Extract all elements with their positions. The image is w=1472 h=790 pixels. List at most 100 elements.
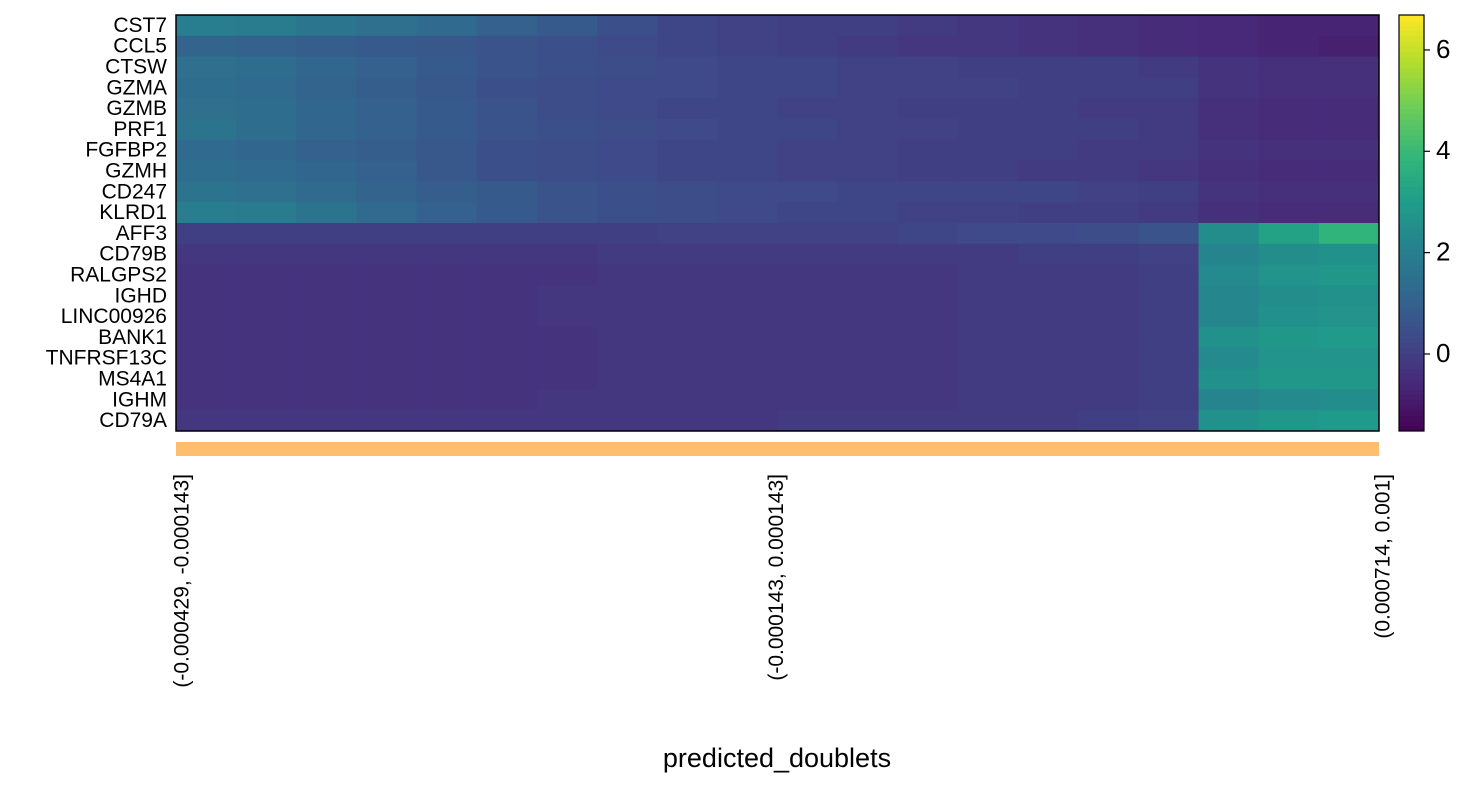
- heatmap-cell: [597, 139, 658, 162]
- heatmap-cell: [296, 389, 357, 411]
- colorbar-segment: [1399, 337, 1424, 344]
- heatmap-cell: [1198, 15, 1260, 37]
- heatmap-cell: [296, 15, 357, 37]
- y-tick-label: GZMB: [106, 97, 167, 120]
- heatmap-cell: [536, 202, 598, 224]
- colorbar-segment: [1399, 410, 1424, 416]
- heatmap-cell: [1018, 410, 1079, 432]
- heatmap-cell: [717, 181, 778, 203]
- heatmap-cell: [1018, 160, 1079, 182]
- heatmap-cell: [1078, 264, 1139, 286]
- plot-frame: [175, 14, 1380, 432]
- heatmap-cell: [837, 327, 899, 349]
- heatmap-cell: [597, 223, 658, 245]
- heatmap-cell: [777, 181, 839, 203]
- colorbar-segment: [1399, 51, 1424, 58]
- heatmap-cell: [1078, 119, 1139, 141]
- heatmap-cell: [1198, 56, 1260, 78]
- colorbar-segment: [1399, 327, 1424, 333]
- heatmap-cell: [1258, 160, 1320, 182]
- colorbar-segment: [1399, 384, 1424, 390]
- heatmap-cell: [657, 327, 718, 349]
- colorbar-segment: [1399, 363, 1424, 370]
- heatmap-cell: [597, 181, 658, 203]
- heatmap-cell: [897, 368, 959, 390]
- heatmap-cell: [1258, 223, 1320, 245]
- heatmap-cell: [1138, 223, 1200, 245]
- heatmap-cell: [536, 98, 598, 120]
- heatmap-cell: [597, 15, 658, 37]
- heatmap-cell: [837, 181, 899, 203]
- heatmap-cell: [416, 327, 478, 349]
- heatmap-cell: [236, 181, 297, 203]
- heatmap-cell: [717, 410, 778, 432]
- heatmap-cell: [356, 389, 418, 411]
- heatmap-cell: [1018, 202, 1079, 224]
- heatmap-cell: [957, 56, 1019, 78]
- heatmap-cell: [597, 347, 658, 370]
- heatmap-cell: [296, 264, 357, 286]
- heatmap-cell: [897, 223, 959, 245]
- heatmap-cell: [897, 160, 959, 182]
- heatmap-cell: [416, 264, 478, 286]
- heatmap-cell: [536, 35, 598, 58]
- heatmap-cell: [296, 327, 357, 349]
- heatmap-cell: [897, 139, 959, 162]
- heatmap-cell: [476, 347, 538, 370]
- heatmap-cell: [536, 347, 598, 370]
- heatmap-cell: [717, 264, 778, 286]
- x-tick-label: (-0.000143, 0.000143]: [765, 474, 788, 681]
- heatmap-cell: [1078, 181, 1139, 203]
- heatmap-cell: [777, 223, 839, 245]
- heatmap-cell: [236, 35, 297, 58]
- heatmap-cell: [837, 243, 899, 266]
- heatmap-cell: [1198, 243, 1260, 266]
- heatmap-cell: [777, 98, 839, 120]
- colorbar-segment: [1399, 30, 1424, 37]
- heatmap-cell: [1318, 202, 1380, 224]
- colorbar-segment: [1399, 399, 1424, 406]
- heatmap-cell: [657, 285, 718, 307]
- heatmap-cell: [1018, 389, 1079, 411]
- heatmap-cell: [597, 160, 658, 182]
- heatmap-cell: [1318, 98, 1380, 120]
- colorbar-segment: [1399, 171, 1424, 177]
- y-tick-label: CTSW: [105, 56, 167, 79]
- heatmap-cell: [1258, 181, 1320, 203]
- colorbar-segment: [1399, 181, 1424, 188]
- heatmap-cell: [176, 160, 237, 182]
- heatmap-cell: [296, 139, 357, 162]
- colorbar-segment: [1399, 269, 1424, 276]
- heatmap-cell: [717, 160, 778, 182]
- y-tick-label: IGHD: [115, 284, 168, 307]
- heatmap-cell: [1198, 160, 1260, 182]
- heatmap-cell: [957, 368, 1019, 390]
- heatmap-cell: [536, 243, 598, 266]
- heatmap-cell: [897, 15, 959, 37]
- heatmap-cell: [1078, 202, 1139, 224]
- heatmap-cell: [717, 56, 778, 78]
- heatmap-cell: [356, 327, 418, 349]
- heatmap-cell: [476, 98, 538, 120]
- colorbar-segment: [1399, 197, 1424, 203]
- colorbar-segment: [1399, 119, 1424, 125]
- heatmap-cell: [536, 181, 598, 203]
- heatmap-cell: [296, 243, 357, 266]
- heatmap-cell: [356, 119, 418, 141]
- heatmap-cell: [717, 327, 778, 349]
- heatmap-cell: [957, 243, 1019, 266]
- heatmap-cell: [476, 119, 538, 141]
- heatmap-cell: [536, 15, 598, 37]
- heatmap-cell: [897, 181, 959, 203]
- y-tick-label: PRF1: [113, 118, 167, 141]
- heatmap-cell: [1258, 368, 1320, 390]
- heatmap-cell: [176, 119, 237, 141]
- heatmap-cell: [837, 264, 899, 286]
- heatmap-cell: [236, 306, 297, 328]
- heatmap-cell: [1138, 264, 1200, 286]
- heatmap-cell: [536, 327, 598, 349]
- heatmap-cell: [957, 389, 1019, 411]
- heatmap-cell: [1138, 410, 1200, 432]
- heatmap-cell: [1258, 56, 1320, 78]
- heatmap-cell: [1078, 306, 1139, 328]
